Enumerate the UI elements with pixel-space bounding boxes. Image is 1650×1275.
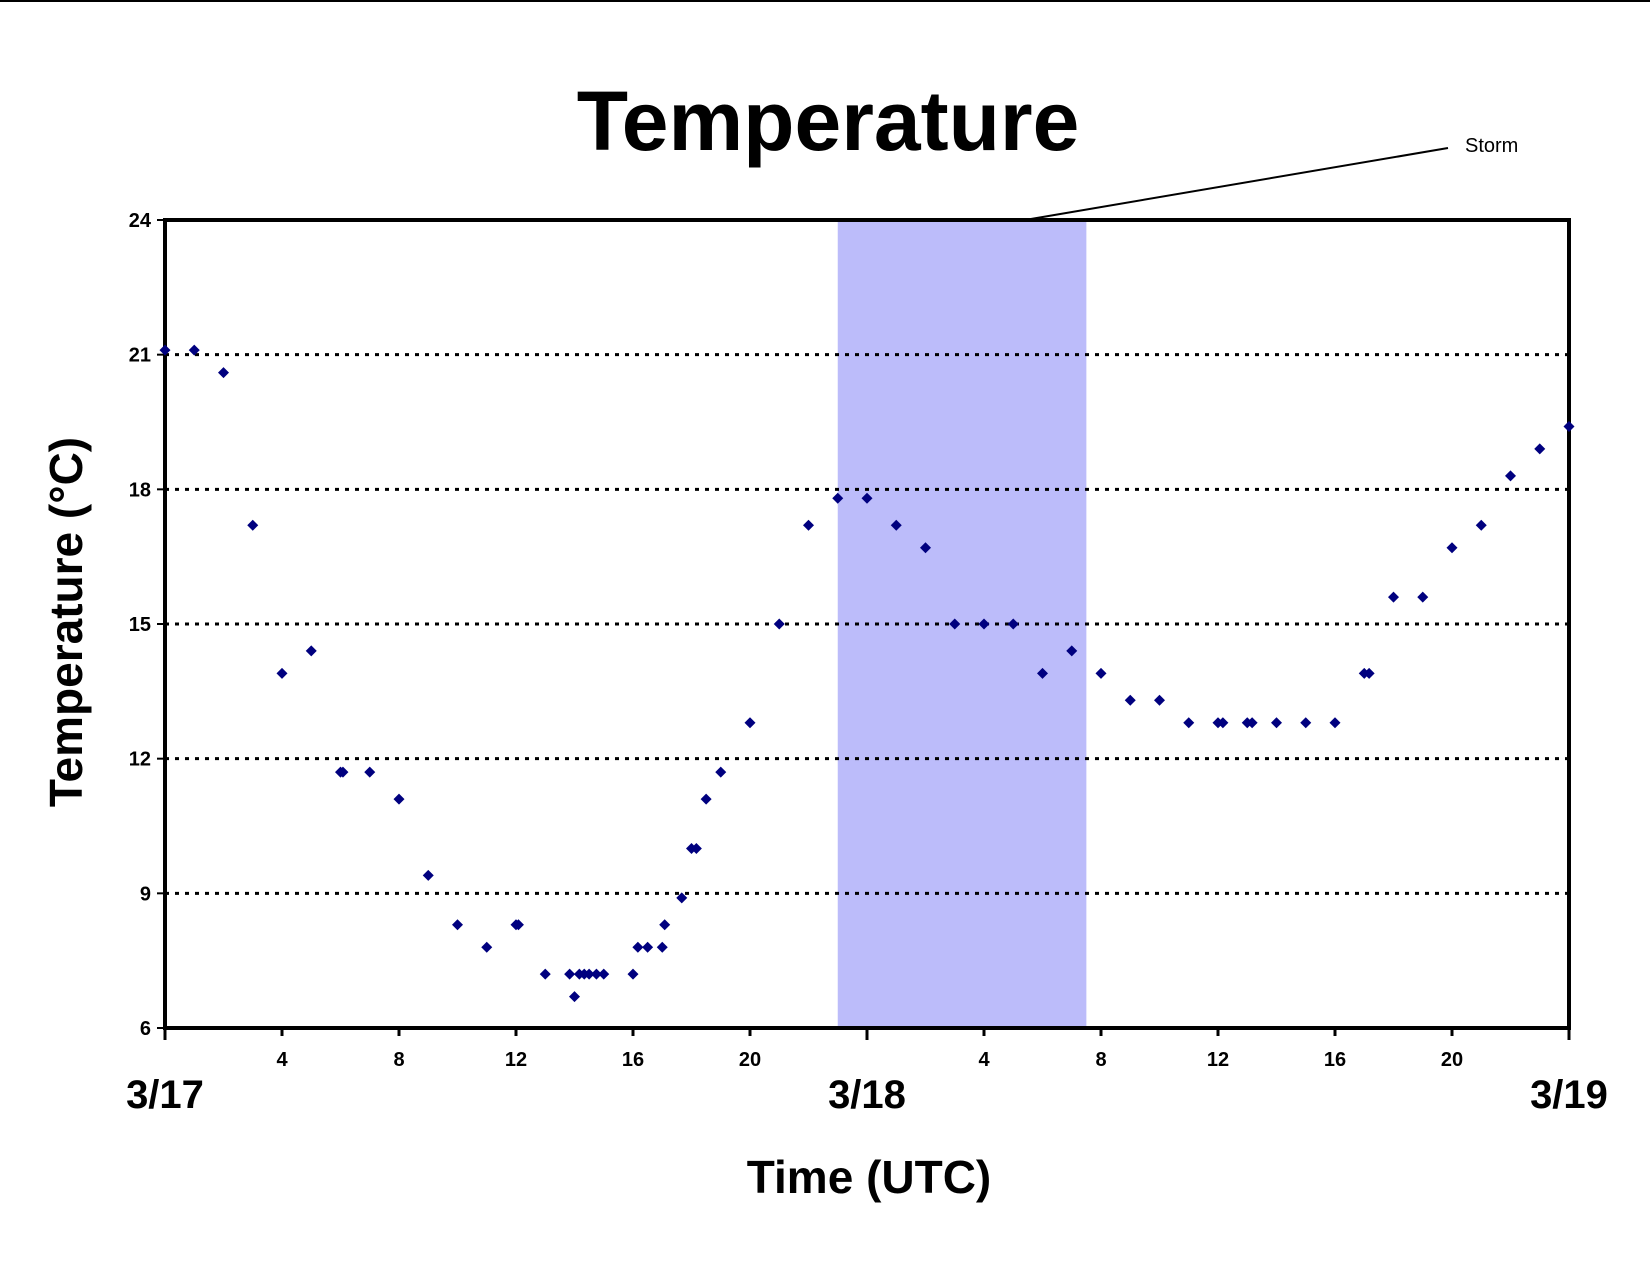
data-point [337,766,349,778]
x-day-label: 3/17 [126,1073,204,1117]
data-point [627,968,639,980]
data-point [832,492,844,504]
data-point [512,919,524,931]
data-point [364,766,376,778]
y-tick-label: 24 [129,210,152,232]
gridlines [165,353,1569,895]
y-axis-ticks: 6 9 12 15 18 21 24 [129,210,165,1040]
y-tick-label: 9 [140,883,151,905]
x-axis-day-labels: 3/17 3/18 3/19 [126,1073,1608,1117]
temperature-points [159,344,1575,1003]
data-point [188,344,200,356]
data-point [1475,519,1487,531]
x-tick-label: 4 [978,1049,990,1071]
x-tick-label: 12 [505,1049,527,1071]
x-tick-label: 16 [1324,1049,1346,1071]
data-point [452,919,463,931]
data-point [1066,645,1078,657]
data-point [159,344,171,356]
data-point [690,842,702,854]
data-point [564,968,576,980]
data-point [949,618,961,630]
data-point [1037,667,1048,679]
x-tick-label: 8 [393,1049,404,1071]
x-tick-label: 20 [1441,1049,1463,1071]
y-axis-title: Temperature (°C) [40,437,92,807]
x-tick-label: 8 [1095,1049,1106,1071]
y-tick-label: 21 [129,345,151,367]
y-tick-label: 15 [129,614,151,636]
data-point [890,519,902,531]
x-day-label: 3/19 [1530,1073,1608,1117]
data-point [1446,542,1458,554]
data-point [1007,618,1019,630]
data-point [1563,420,1575,432]
x-axis-ticks: 4 8 12 16 20 4 8 12 16 20 [163,1028,1571,1071]
data-point [539,968,551,980]
data-point [1154,694,1165,706]
chart-title: Temperature [577,74,1080,168]
data-point [1363,667,1375,679]
data-point [744,717,756,729]
data-point [247,519,259,531]
x-day-label: 3/18 [828,1073,906,1117]
y-tick-label: 18 [129,479,151,501]
data-point [1329,717,1341,729]
data-point [632,941,644,953]
data-point [715,766,727,778]
data-point [276,667,288,679]
data-point [1300,717,1312,729]
x-tick-label: 12 [1207,1049,1229,1071]
data-point [305,645,317,657]
data-point [642,941,654,953]
data-point [1217,717,1229,729]
data-point [803,519,814,531]
data-point [978,618,990,630]
data-point [1417,591,1429,603]
data-point [583,968,595,980]
data-point [861,492,873,504]
data-point [1534,443,1546,455]
data-point [700,793,712,805]
data-point [920,542,931,554]
data-point [1505,470,1516,482]
data-point [676,892,688,904]
x-tick-label: 4 [276,1049,288,1071]
data-point [569,991,580,1003]
data-point [481,941,493,953]
x-tick-label: 20 [739,1049,761,1071]
storm-shaded-region [837,220,1087,1028]
data-point [1124,694,1136,706]
data-point [1388,591,1399,603]
data-point [393,793,405,805]
data-point [1183,717,1195,729]
x-axis-title: Time (UTC) [747,1151,992,1203]
storm-leader-line [1024,147,1449,221]
data-point [656,941,668,953]
x-tick-label: 16 [622,1049,644,1071]
data-point [659,919,671,931]
data-point [1246,717,1258,729]
storm-shading-layer [837,220,1087,1028]
data-point [1095,667,1107,679]
data-point [218,367,229,379]
y-tick-label: 6 [140,1018,151,1040]
storm-label: Storm [1465,135,1518,157]
data-point [773,618,785,630]
data-point [422,869,434,881]
data-point [598,968,610,980]
annotations: Storm [1024,135,1518,221]
data-point [1271,717,1282,729]
data-point [590,968,602,980]
top-border [0,0,1650,2]
y-tick-label: 12 [129,749,151,771]
